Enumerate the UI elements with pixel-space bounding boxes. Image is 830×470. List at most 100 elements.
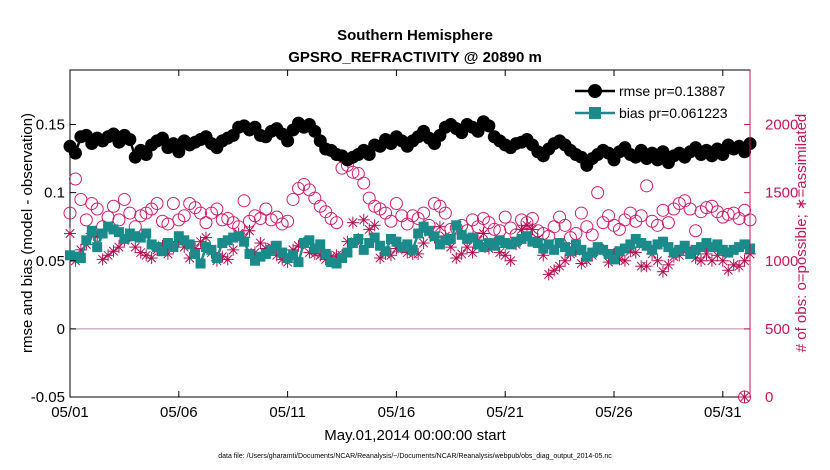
bias-point — [674, 244, 685, 255]
bias-point — [211, 253, 222, 264]
y-tick-label: 0.05 — [36, 253, 65, 270]
bias-point — [679, 240, 690, 251]
bias-point — [320, 248, 331, 259]
asterisk-stroke — [348, 218, 358, 228]
bias-point — [304, 235, 315, 246]
bias-point — [92, 242, 103, 253]
possible-obs-point — [188, 201, 202, 215]
bias-point — [630, 233, 641, 244]
bias-point — [734, 242, 745, 253]
bias-point — [543, 239, 554, 250]
assimilated-obs-point — [129, 241, 142, 254]
assimilated-obs-point — [145, 252, 158, 265]
bias-point — [723, 247, 734, 258]
possible-obs-point — [389, 197, 403, 211]
possible-obs-point — [558, 218, 572, 232]
bias-point — [527, 236, 538, 247]
possible-obs-point — [667, 202, 681, 216]
possible-obs-point — [482, 216, 496, 230]
bias-point — [380, 246, 391, 257]
bias-point — [179, 235, 190, 246]
assimilated-obs-point — [629, 246, 642, 259]
possible-obs-point — [237, 194, 251, 208]
assimilated-obs-point — [716, 254, 729, 267]
possible-obs-point — [346, 165, 360, 179]
possible-obs-point — [166, 197, 180, 211]
bias-point — [473, 239, 483, 250]
bias-point — [500, 238, 511, 249]
bias-point — [190, 248, 201, 259]
bias-point — [565, 246, 576, 257]
possible-obs-point — [618, 213, 632, 227]
assimilated-obs-point — [112, 241, 125, 254]
asterisk-stroke — [435, 222, 445, 232]
possible-obs-point — [150, 197, 164, 211]
series-circle-open — [63, 158, 757, 245]
bias-point — [614, 246, 625, 257]
asterisk-stroke — [255, 238, 265, 248]
possible-obs-point — [591, 186, 605, 200]
bias-point — [103, 221, 114, 232]
x-tick-label: 05/11 — [269, 404, 305, 421]
rmse-point — [471, 124, 485, 138]
rmse-point — [172, 145, 186, 159]
possible-obs-point — [574, 206, 588, 220]
asterisk-stroke — [495, 247, 505, 258]
bias-point — [467, 232, 478, 243]
bias-point — [206, 244, 217, 255]
possible-obs-point — [438, 206, 452, 220]
bias-point — [413, 228, 424, 239]
bias-point — [625, 239, 636, 250]
bias-point — [587, 247, 598, 258]
bias-point — [549, 244, 560, 255]
bias-point — [162, 238, 173, 249]
bias-point — [86, 225, 97, 236]
bias-point — [293, 257, 304, 268]
rmse-point — [308, 124, 322, 138]
asterisk-stroke — [446, 242, 456, 252]
assimilated-obs-point — [640, 260, 653, 273]
bias-point — [375, 240, 386, 251]
bias-point — [271, 240, 282, 251]
bias-point — [75, 253, 86, 264]
asterisk-stroke — [370, 220, 380, 230]
possible-obs-point — [319, 205, 333, 219]
possible-obs-point — [466, 213, 480, 227]
possible-obs-point — [585, 228, 599, 242]
possible-obs-point — [661, 216, 675, 230]
asterisk-stroke — [506, 256, 516, 266]
bias-point — [532, 238, 543, 249]
bias-point — [407, 244, 418, 255]
bias-point — [402, 239, 413, 250]
asterisk-stroke — [108, 246, 119, 256]
y-right-tick-label: 1500 — [765, 185, 798, 202]
y-tick-label: 0 — [57, 321, 65, 338]
bias-point — [696, 242, 707, 253]
assimilated-obs-point — [455, 247, 468, 260]
bias-point — [712, 239, 723, 250]
assimilated-obs-point — [695, 254, 708, 267]
asterisk-stroke — [419, 238, 429, 248]
bias-point — [391, 236, 402, 247]
data-file-footnote: data file: /Users/gharamti/Documents/NCA… — [218, 453, 612, 460]
bias-point — [717, 244, 728, 255]
asterisk-stroke — [386, 250, 396, 260]
bias-point — [249, 255, 260, 266]
legend: rmse pr=0.13887 bias pr=0.061223 — [575, 83, 728, 121]
assimilated-obs-point — [466, 246, 479, 259]
possible-obs-point — [107, 199, 121, 213]
assimilated-obs-point — [662, 258, 675, 271]
bias-point — [690, 244, 701, 255]
asterisk-stroke — [141, 250, 151, 260]
assimilated-obs-point — [243, 224, 256, 237]
bias-point — [636, 238, 647, 249]
bias-point — [440, 235, 451, 246]
rmse-point — [139, 147, 153, 161]
bias-point — [347, 238, 358, 249]
bias-point — [576, 244, 587, 255]
bias-point — [277, 247, 288, 258]
possible-obs-point — [689, 224, 703, 238]
bias-point — [706, 242, 717, 253]
bias-point — [315, 239, 326, 250]
